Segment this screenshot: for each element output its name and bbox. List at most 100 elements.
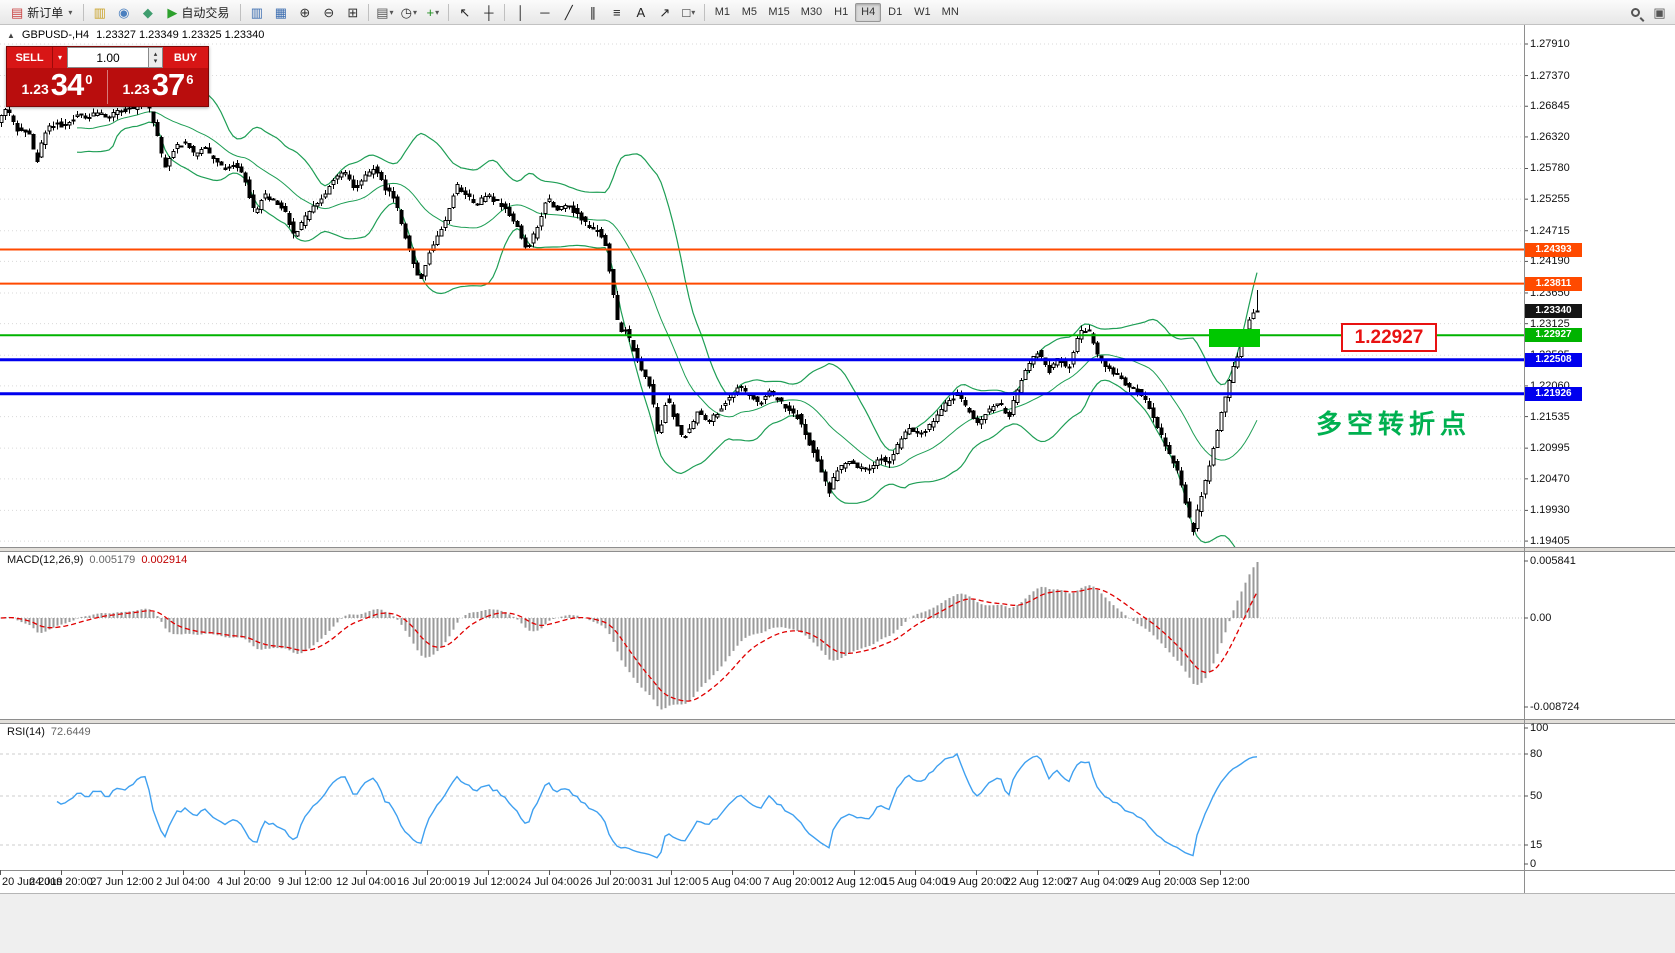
candle-chart-icon[interactable]: ▦ [269,2,292,23]
time-axis-label: 16 Jul 20:00 [397,876,457,888]
one-click-panel-toggle-icon[interactable]: ▲ [7,30,15,40]
charts-list-icon[interactable]: ▤ ▾ [373,2,396,23]
text-label-icon-icon: A [636,4,646,20]
caret-down-icon: ▾ [691,7,696,17]
price-marker-1.24393: 1.24393 [1525,242,1582,257]
rsi-axis-label: 15 [1530,839,1543,851]
crosshair-icon[interactable]: ┼ [477,2,500,23]
rsi-axis-label: 80 [1530,748,1543,760]
profiles-icon[interactable]: ◉ [112,2,135,23]
toolbar-separator [504,3,506,21]
toolbar-separator [448,3,450,21]
timeframe-mn-button[interactable]: MN [937,3,964,22]
price-axis-label: 1.23125 [1530,317,1570,330]
new-order-button[interactable]: ▤ 新订单 ▾ [4,2,79,23]
search-icon [1631,7,1640,17]
rsi-axis-label: 100 [1530,722,1549,734]
caret-down-icon: ▾ [68,7,73,17]
horizontal-line-icon[interactable]: ─ [533,2,556,23]
stepper-down-icon[interactable]: ▾ [153,57,158,65]
vertical-line-icon[interactable]: │ [509,2,532,23]
buy-price-main: 37 [151,67,185,102]
charts-list-icon-icon: ▤ [376,4,389,20]
volume-dropdown-icon[interactable]: ▾ [52,47,67,68]
sell-button[interactable]: SELL [7,47,52,68]
buy-price-prefix: 1.23 [122,81,150,97]
community-icon[interactable]: ◆ [136,2,159,23]
zoom-in-icon[interactable]: ⊕ [293,2,316,23]
tile-windows-icon[interactable]: ⊞ [341,2,364,23]
buy-price[interactable]: 1.23 37 6 [108,67,208,103]
price-axis-label: 1.26320 [1530,130,1570,143]
time-axis-label: 22 Aug 12:00 [1004,876,1070,888]
timeframe-m30-button[interactable]: M30 [796,3,827,22]
equidistant-channel-icon[interactable]: ∥ [581,2,604,23]
caret-down-icon: ▾ [435,7,440,17]
equidistant-channel-icon-icon: ∥ [589,4,597,20]
volume-stepper[interactable]: ▴ ▾ [149,47,163,68]
timeframe-w1-button[interactable]: W1 [909,3,936,22]
layouts-icon[interactable]: ▣ [1648,2,1671,23]
trendline-icon[interactable]: ╱ [557,2,580,23]
turning-point-annotation: 多空转折点 [1316,409,1472,439]
time-axis-label: 4 Jul 20:00 [217,876,271,888]
time-axis-label: 24 Jul 04:00 [519,876,579,888]
sell-price-main: 34 [50,67,84,102]
periods-icon[interactable]: ◷ ▾ [397,2,420,23]
time-axis-label: 19 Aug 20:00 [943,876,1009,888]
search-button[interactable] [1624,2,1647,23]
trendline-icon-icon: ╱ [564,4,573,20]
timeframe-d1-button[interactable]: D1 [882,3,908,22]
macd-axis-label: -0.008724 [1530,701,1580,713]
timeframe-h1-button[interactable]: H1 [828,3,854,22]
crosshair-icon-icon: ┼ [484,4,494,20]
cursor-icon[interactable]: ↖ [453,2,476,23]
sell-price-prefix: 1.23 [21,81,49,97]
indicators-icon[interactable]: + ▾ [421,2,444,23]
arrows-icon-icon: ↗ [659,4,671,20]
price-marker-1.23340: 1.23340 [1525,304,1582,319]
price-axis-label: 1.21535 [1530,410,1570,423]
price-marker-1.22927: 1.22927 [1525,328,1582,343]
time-axis-label: 24 Jun 20:00 [29,876,93,888]
price-axis-label: 1.20995 [1530,442,1570,455]
macd-axis-label: 0.005841 [1530,555,1576,567]
trade-panel-divider [107,70,108,104]
time-axis-label: 2 Jul 04:00 [156,876,210,888]
arrows-icon[interactable]: ↗ [653,2,676,23]
time-axis-label: 27 Aug 04:00 [1065,876,1131,888]
buy-button[interactable]: BUY [163,47,208,68]
toolbar-separator [83,3,85,21]
buy-price-pipette: 6 [186,72,194,87]
zoom-out-icon[interactable]: ⊖ [317,2,340,23]
price-marker-1.22508: 1.22508 [1525,352,1582,367]
macd-indicator-header: MACD(12,26,9) 0.005179 0.002914 [7,554,187,566]
sell-price[interactable]: 1.23 34 0 [7,67,107,103]
timeframe-m15-button[interactable]: M15 [763,3,794,22]
autotrading-button-label: 自动交易 [181,5,230,20]
shapes-icon[interactable]: □ ▾ [677,2,700,23]
trade-panel-controls: SELL ▾ ▴ ▾ BUY [7,47,208,68]
bar-chart-icon[interactable]: ▥ [245,2,268,23]
fibonacci-icon[interactable]: ≡ [605,2,628,23]
timeframe-m5-button[interactable]: M5 [736,3,762,22]
time-axis-label: 9 Jul 12:00 [278,876,332,888]
text-label-icon[interactable]: A [629,2,652,23]
chart-symbol-ohlc: ▲ GBPUSD-,H4 1.23327 1.23349 1.23325 1.2… [7,29,264,41]
volume-input[interactable] [67,47,149,68]
time-axis-label: 27 Jun 12:00 [90,876,154,888]
timeframe-m1-button[interactable]: M1 [709,3,735,22]
timeframe-h4-button[interactable]: H4 [855,2,882,22]
price-axis-label: 1.20470 [1530,472,1570,485]
accounts-icon[interactable]: ▥ [88,2,111,23]
stepper-up-icon[interactable]: ▴ [153,50,158,58]
zoom-out-icon-icon: ⊖ [323,4,335,20]
candle-chart-icon-icon: ▦ [274,4,287,20]
autotrading-button[interactable]: ▶ 自动交易 [160,2,236,23]
time-axis-label: 19 Jul 12:00 [458,876,518,888]
tile-windows-icon-icon: ⊞ [347,4,359,20]
caret-down-icon: ▾ [389,7,394,17]
time-axis-label: 29 Aug 20:00 [1126,876,1192,888]
